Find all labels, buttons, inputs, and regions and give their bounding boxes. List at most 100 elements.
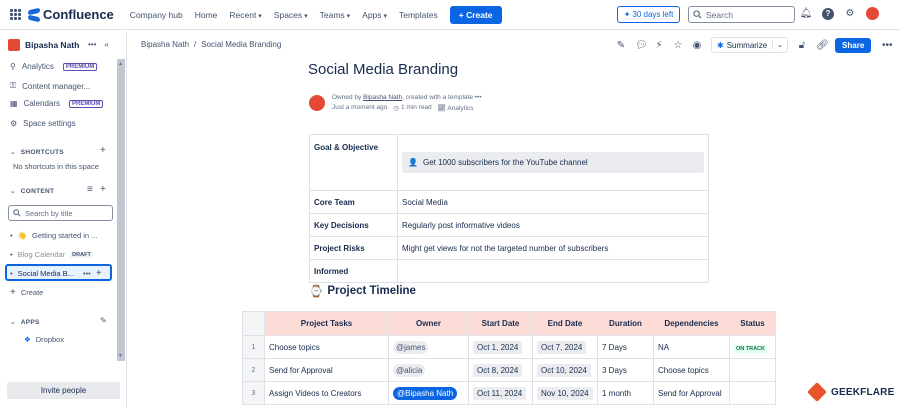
more-icon[interactable]: ••• — [82, 269, 91, 278]
nav-teams[interactable]: Teams — [320, 10, 351, 20]
filter-icon[interactable]: ≡ — [87, 184, 93, 195]
settings-gear-icon[interactable]: ⚙ — [845, 8, 855, 19]
content-section-header[interactable]: ⌄ CONTENT — [10, 187, 54, 196]
add-shortcut-icon[interactable]: + — [100, 145, 106, 156]
sidebar-create-item[interactable]: + Create — [10, 287, 43, 298]
search-input[interactable]: Search — [688, 6, 795, 23]
help-icon[interactable]: ? — [822, 7, 834, 20]
tree-item-social-media-branding[interactable] — [5, 264, 112, 281]
nav-templates[interactable]: Templates — [399, 9, 438, 20]
analytics-link[interactable]: 📈︎ Analytics — [438, 104, 474, 112]
shortcuts-section-header[interactable]: ⌄ SHORTCUTS — [10, 148, 64, 157]
add-content-icon[interactable]: + — [100, 184, 106, 195]
star-icon[interactable]: ☆ — [673, 39, 683, 51]
summarize-button[interactable]: ✱ Summarize ⌄ — [711, 37, 789, 53]
comment-icon[interactable]: 💬︎ — [635, 39, 648, 51]
date-lozenge[interactable]: Nov 10, 2024 — [537, 386, 593, 400]
sidebar-item-space-settings[interactable]: ⚙ Space settings — [10, 119, 76, 128]
info-value[interactable] — [397, 259, 709, 283]
task-cell[interactable]: Choose topics — [264, 335, 389, 359]
user-avatar[interactable] — [866, 7, 879, 20]
edit-pencil-icon[interactable]: ✎ — [616, 39, 626, 51]
date-lozenge[interactable]: Oct 11, 2024 — [473, 386, 527, 400]
status-badge[interactable]: ON TRACK — [734, 344, 768, 353]
breadcrumb-space[interactable]: Bipasha Nath — [141, 40, 190, 49]
shortcuts-empty-text: No shortcuts in this space — [13, 162, 99, 171]
sidebar-search-input[interactable]: Search by title — [8, 205, 113, 221]
nav-recent[interactable]: Recent — [229, 10, 261, 20]
duration-cell[interactable]: 3 Days — [597, 358, 654, 382]
duration-cell[interactable]: 7 Days — [597, 335, 654, 359]
date-lozenge[interactable]: Oct 7, 2024 — [537, 340, 587, 354]
space-header[interactable]: Bipasha Nath — [8, 39, 79, 51]
owner-cell[interactable]: @james — [388, 335, 469, 359]
owner-link[interactable]: Bipasha Nath — [363, 94, 403, 101]
watch-eye-icon[interactable]: ◉ — [692, 39, 702, 51]
breadcrumb-page[interactable]: Social Media Branding — [201, 40, 282, 49]
nav-home[interactable]: Home — [194, 9, 218, 20]
tree-item-blog-calendar[interactable]: • Blog Calendar DRAFT — [10, 250, 93, 259]
date-lozenge[interactable]: Oct 1, 2024 — [473, 340, 523, 354]
sidebar-item-content-manager[interactable]: ⚿ Content manager... — [10, 81, 90, 91]
invite-people-button[interactable]: Invite people — [7, 382, 120, 399]
more-icon[interactable]: ••• — [474, 94, 482, 101]
invite-people-label: Invite people — [40, 386, 87, 395]
chevron-down-icon[interactable]: ⌄ — [772, 41, 787, 49]
sidebar-item-analytics[interactable]: ⚲ Analytics PREMIUM — [10, 62, 98, 71]
nav-company-hub[interactable]: Company hub — [129, 9, 183, 20]
dependencies-cell[interactable]: Send for Approval — [653, 381, 730, 405]
tree-item-getting-started[interactable]: • 👋 Getting started in ... — [10, 231, 97, 240]
add-child-icon[interactable]: + — [95, 268, 102, 279]
owner-cell[interactable]: @alicia — [388, 358, 469, 382]
sidebar-item-label: Analytics — [21, 62, 54, 71]
more-actions-icon[interactable]: ••• — [882, 39, 893, 51]
task-cell[interactable]: Assign Videos to Creators — [264, 381, 389, 405]
dependencies-cell[interactable]: NA — [653, 335, 730, 359]
share-button[interactable]: Share — [835, 37, 872, 53]
mention[interactable]: @james — [393, 340, 429, 354]
task-cell[interactable]: Send for Approval — [264, 358, 389, 382]
info-value[interactable]: Social Media — [397, 190, 709, 214]
notifications-icon[interactable]: 🔔︎ — [799, 8, 813, 19]
info-value[interactable]: Regularly post informative videos — [397, 213, 709, 237]
duration-cell[interactable]: 1 month — [597, 381, 654, 405]
copy-link-icon[interactable]: 🔗︎ — [816, 39, 829, 51]
start-date-cell[interactable]: Oct 11, 2024 — [468, 381, 533, 405]
end-date-cell[interactable]: Nov 10, 2024 — [532, 381, 598, 405]
sidebar-item-calendars[interactable]: ▦ Calendars PREMIUM — [10, 99, 104, 108]
app-item-dropbox[interactable]: ❖ Dropbox — [24, 335, 64, 344]
date-lozenge[interactable]: Oct 10, 2024 — [537, 363, 591, 377]
lightning-icon[interactable]: ⚡︎ — [655, 39, 663, 51]
mention[interactable]: @alicia — [393, 363, 426, 377]
end-date-cell[interactable]: Oct 10, 2024 — [532, 358, 598, 382]
app-switcher-icon[interactable] — [10, 8, 22, 21]
nav-spaces[interactable]: Spaces — [274, 10, 308, 20]
start-date-cell[interactable]: Oct 8, 2024 — [468, 358, 533, 382]
mention[interactable]: @Bipasha Nath — [393, 386, 458, 400]
more-icon[interactable]: ••• — [88, 40, 97, 49]
apps-section-header[interactable]: ⌄ APPS — [10, 318, 40, 327]
scroll-down-icon[interactable]: ▼ — [118, 353, 123, 359]
owner-avatar[interactable] — [309, 95, 325, 111]
collapse-sidebar-icon[interactable]: « — [104, 40, 109, 49]
sidebar-scrollbar[interactable] — [117, 59, 125, 361]
start-date-cell[interactable]: Oct 1, 2024 — [468, 335, 533, 359]
scroll-up-icon[interactable]: ▲ — [118, 61, 123, 67]
owner-cell[interactable]: @Bipasha Nath — [388, 381, 469, 405]
edit-pencil-icon[interactable]: ✎ — [100, 316, 107, 325]
confluence-logo[interactable]: Confluence — [28, 7, 114, 22]
end-date-cell[interactable]: Oct 7, 2024 — [532, 335, 598, 359]
info-value-cell[interactable]: 👤 Get 1000 subscribers for the YouTube c… — [397, 134, 709, 191]
create-button[interactable]: + Create — [449, 5, 502, 24]
restrictions-lock-icon[interactable]: 🔓︎ — [798, 39, 806, 51]
dependencies-cell[interactable]: Choose topics — [653, 358, 730, 382]
summarize-label: Summarize — [726, 40, 768, 50]
status-cell[interactable] — [729, 381, 776, 405]
trial-button[interactable]: ✦ 30 days left — [617, 6, 680, 23]
table-header-row: Project Tasks Owner Start Date End Date … — [242, 311, 776, 336]
nav-apps[interactable]: Apps — [362, 10, 387, 20]
info-value[interactable]: Might get views for not the targeted num… — [397, 236, 709, 260]
date-lozenge[interactable]: Oct 8, 2024 — [473, 363, 523, 377]
status-cell[interactable] — [729, 358, 776, 382]
status-cell[interactable]: ON TRACK — [729, 335, 776, 359]
